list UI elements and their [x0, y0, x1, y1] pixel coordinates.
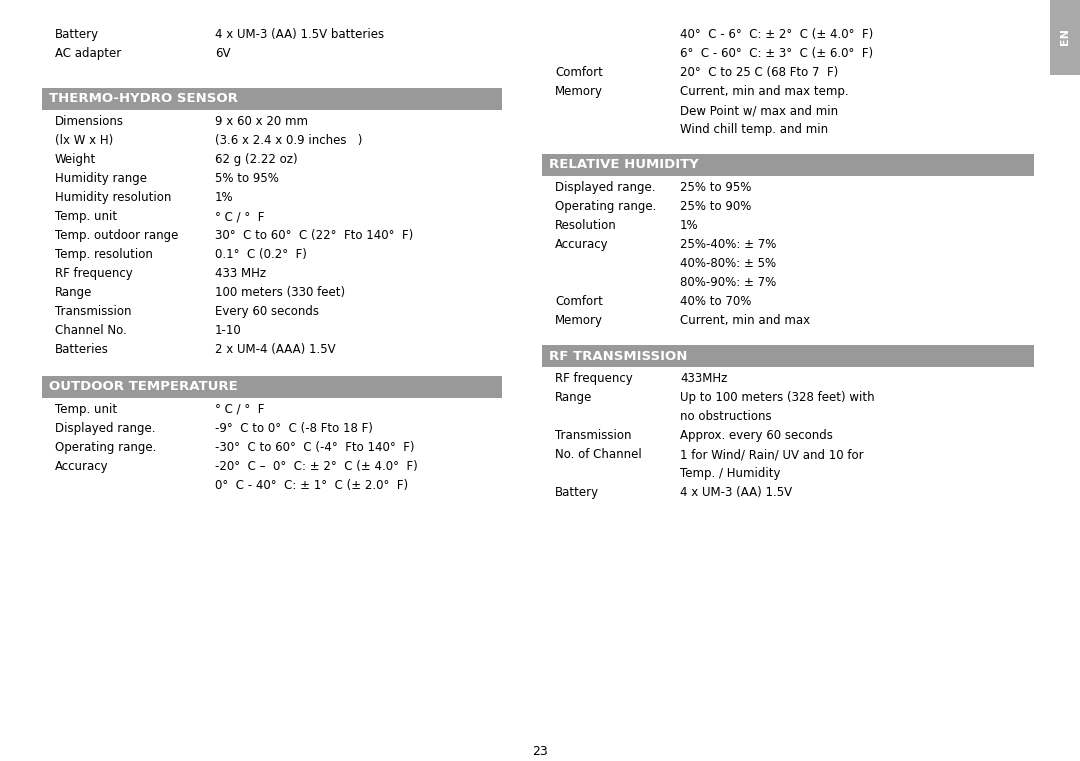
Text: Temp. / Humidity: Temp. / Humidity	[680, 467, 781, 480]
Text: 4 x UM-3 (AA) 1.5V: 4 x UM-3 (AA) 1.5V	[680, 486, 792, 499]
Text: Memory: Memory	[555, 314, 603, 327]
Text: Every 60 seconds: Every 60 seconds	[215, 305, 319, 318]
Text: Current, min and max: Current, min and max	[680, 314, 810, 327]
Text: Accuracy: Accuracy	[55, 460, 109, 473]
Text: -9°  C to 0°  C (-8 Fto 18 F): -9° C to 0° C (-8 Fto 18 F)	[215, 422, 373, 435]
Text: 25% to 95%: 25% to 95%	[680, 181, 752, 194]
Text: 433 MHz: 433 MHz	[215, 267, 266, 280]
Text: (3.6 x 2.4 x 0.9 inches   ): (3.6 x 2.4 x 0.9 inches )	[215, 134, 363, 147]
Text: RF frequency: RF frequency	[555, 372, 633, 385]
Text: Channel No.: Channel No.	[55, 324, 126, 337]
Text: 62 g (2.22 oz): 62 g (2.22 oz)	[215, 153, 298, 166]
Text: Approx. every 60 seconds: Approx. every 60 seconds	[680, 429, 833, 442]
Text: 2 x UM-4 (AAA) 1.5V: 2 x UM-4 (AAA) 1.5V	[215, 343, 336, 356]
Text: 433MHz: 433MHz	[680, 372, 727, 385]
Text: Temp. outdoor range: Temp. outdoor range	[55, 229, 178, 242]
Text: Dew Point w/ max and min: Dew Point w/ max and min	[680, 104, 838, 117]
Text: Displayed range.: Displayed range.	[55, 422, 156, 435]
Text: Operating range.: Operating range.	[55, 441, 157, 454]
Text: 6V: 6V	[215, 47, 230, 60]
Text: 25%-40%: ± 7%: 25%-40%: ± 7%	[680, 238, 777, 251]
Text: Operating range.: Operating range.	[555, 200, 657, 213]
Text: Comfort: Comfort	[555, 66, 603, 79]
Text: 4 x UM-3 (AA) 1.5V batteries: 4 x UM-3 (AA) 1.5V batteries	[215, 28, 384, 41]
Text: 1-10: 1-10	[215, 324, 242, 337]
Text: no obstructions: no obstructions	[680, 410, 771, 423]
Text: RF frequency: RF frequency	[55, 267, 133, 280]
Text: 5% to 95%: 5% to 95%	[215, 172, 279, 185]
Bar	[1050, 0, 1080, 75]
Text: Temp. unit: Temp. unit	[55, 403, 117, 416]
Text: 6°  C - 60°  C: ± 3°  C (± 6.0°  F): 6° C - 60° C: ± 3° C (± 6.0° F)	[680, 47, 873, 60]
Text: EN: EN	[1059, 29, 1070, 46]
Text: ° C / °  F: ° C / ° F	[215, 403, 265, 416]
Text: 9 x 60 x 20 mm: 9 x 60 x 20 mm	[215, 115, 308, 128]
Text: 23: 23	[532, 745, 548, 758]
Text: Transmission: Transmission	[55, 305, 132, 318]
Text: 1%: 1%	[680, 219, 699, 232]
Text: 20°  C to 25 C (68 Fto 7  F): 20° C to 25 C (68 Fto 7 F)	[680, 66, 838, 79]
Text: ° C / °  F: ° C / ° F	[215, 210, 265, 223]
Text: 40°  C - 6°  C: ± 2°  C (± 4.0°  F): 40° C - 6° C: ± 2° C (± 4.0° F)	[680, 28, 874, 41]
Text: 80%-90%: ± 7%: 80%-90%: ± 7%	[680, 276, 777, 289]
Text: Range: Range	[55, 286, 93, 299]
Text: Accuracy: Accuracy	[555, 238, 609, 251]
Text: -20°  C –  0°  C: ± 2°  C (± 4.0°  F): -20° C – 0° C: ± 2° C (± 4.0° F)	[215, 460, 418, 473]
Text: Resolution: Resolution	[555, 219, 617, 232]
Text: 25% to 90%: 25% to 90%	[680, 200, 752, 213]
Text: -30°  C to 60°  C (-4°  Fto 140°  F): -30° C to 60° C (-4° Fto 140° F)	[215, 441, 415, 454]
Text: Temp. resolution: Temp. resolution	[55, 248, 153, 261]
Text: 1%: 1%	[215, 191, 233, 204]
Bar	[42, 88, 502, 110]
Text: Batteries: Batteries	[55, 343, 109, 356]
Text: Range: Range	[555, 391, 592, 404]
Text: Temp. unit: Temp. unit	[55, 210, 117, 223]
Bar	[542, 345, 1034, 367]
Text: AC adapter: AC adapter	[55, 47, 121, 60]
Bar	[542, 154, 1034, 176]
Text: 1 for Wind/ Rain/ UV and 10 for: 1 for Wind/ Rain/ UV and 10 for	[680, 448, 864, 461]
Text: Weight: Weight	[55, 153, 96, 166]
Text: 100 meters (330 feet): 100 meters (330 feet)	[215, 286, 346, 299]
Text: Battery: Battery	[55, 28, 99, 41]
Text: THERMO-HYDRO SENSOR: THERMO-HYDRO SENSOR	[49, 93, 238, 106]
Text: Memory: Memory	[555, 85, 603, 98]
Text: Displayed range.: Displayed range.	[555, 181, 656, 194]
Text: Dimensions: Dimensions	[55, 115, 124, 128]
Text: Transmission: Transmission	[555, 429, 632, 442]
Text: 0.1°  C (0.2°  F): 0.1° C (0.2° F)	[215, 248, 307, 261]
Text: (lx W x H): (lx W x H)	[55, 134, 113, 147]
Text: 30°  C to 60°  C (22°  Fto 140°  F): 30° C to 60° C (22° Fto 140° F)	[215, 229, 414, 242]
Text: No. of Channel: No. of Channel	[555, 448, 642, 461]
Text: Battery: Battery	[555, 486, 599, 499]
Text: Humidity range: Humidity range	[55, 172, 147, 185]
Text: Current, min and max temp.: Current, min and max temp.	[680, 85, 849, 98]
Text: RF TRANSMISSION: RF TRANSMISSION	[549, 349, 687, 362]
Bar	[42, 376, 502, 398]
Text: 40%-80%: ± 5%: 40%-80%: ± 5%	[680, 257, 777, 270]
Text: Up to 100 meters (328 feet) with: Up to 100 meters (328 feet) with	[680, 391, 875, 404]
Text: 40% to 70%: 40% to 70%	[680, 295, 752, 308]
Text: Comfort: Comfort	[555, 295, 603, 308]
Text: OUTDOOR TEMPERATURE: OUTDOOR TEMPERATURE	[49, 380, 238, 393]
Text: 0°  C - 40°  C: ± 1°  C (± 2.0°  F): 0° C - 40° C: ± 1° C (± 2.0° F)	[215, 479, 408, 492]
Text: Wind chill temp. and min: Wind chill temp. and min	[680, 123, 828, 136]
Text: RELATIVE HUMIDITY: RELATIVE HUMIDITY	[549, 158, 699, 171]
Text: Humidity resolution: Humidity resolution	[55, 191, 172, 204]
